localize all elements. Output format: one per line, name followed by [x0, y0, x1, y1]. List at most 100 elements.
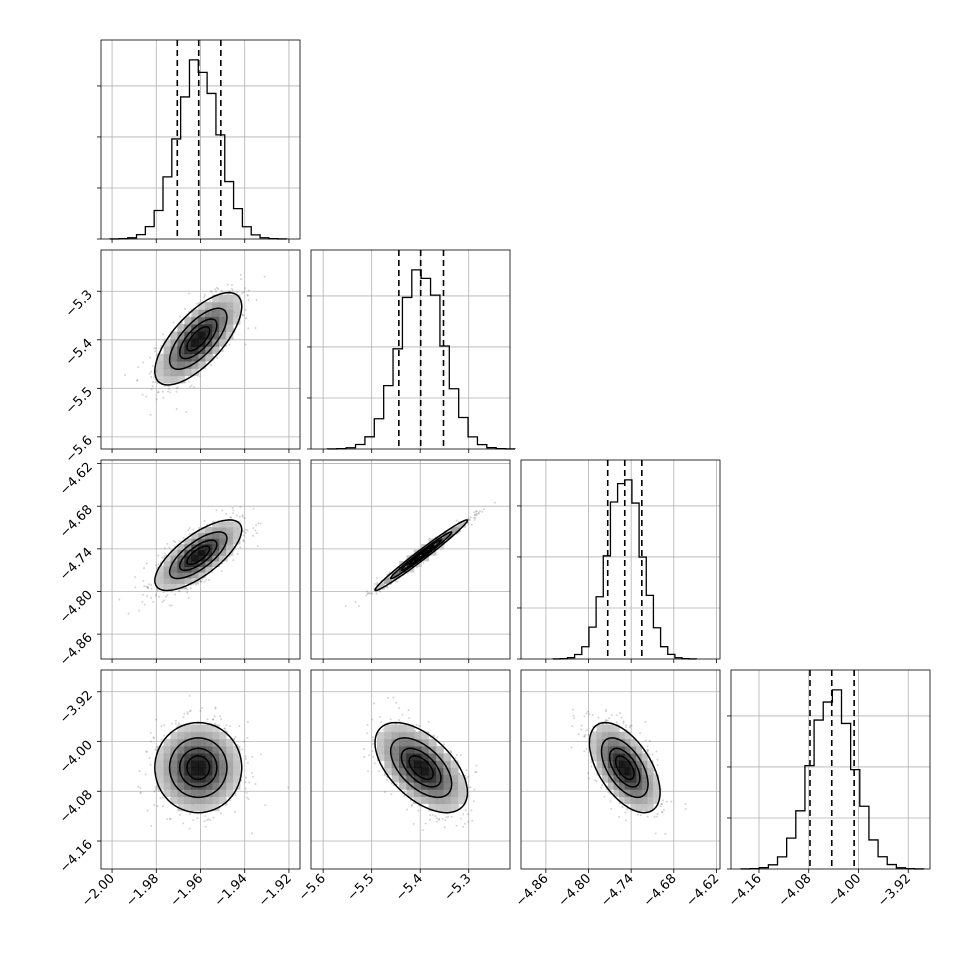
density-bin — [205, 566, 213, 573]
density-bin — [212, 560, 220, 567]
density-bin — [205, 789, 213, 797]
density-bin — [184, 538, 192, 545]
density-bin — [191, 789, 199, 797]
sample-point — [216, 356, 219, 359]
sample-point — [263, 275, 266, 278]
sample-point — [225, 724, 228, 727]
sample-point — [153, 347, 156, 350]
sample-point — [187, 597, 190, 600]
density-bin — [177, 360, 185, 369]
sample-point — [157, 563, 160, 566]
sample-point — [168, 818, 171, 821]
sample-point — [150, 370, 153, 373]
sample-point — [207, 817, 210, 820]
density-bin — [170, 796, 178, 805]
density-bin — [219, 309, 227, 318]
sample-point — [264, 804, 267, 807]
sample-point — [141, 600, 144, 603]
density-bin — [205, 353, 213, 362]
density-bin — [198, 738, 206, 747]
sample-point — [226, 283, 229, 286]
density-bin — [170, 572, 178, 579]
sample-point — [188, 827, 191, 830]
sample-point — [145, 750, 148, 753]
density-bin — [191, 532, 199, 539]
sample-point — [152, 736, 155, 739]
sample-point — [188, 292, 191, 295]
density-bin — [219, 316, 227, 325]
density-bin — [184, 360, 192, 369]
sample-point — [232, 512, 235, 515]
sample-point — [162, 805, 165, 808]
sample-point — [169, 817, 172, 820]
contour-0 — [154, 291, 243, 386]
sample-point — [450, 751, 453, 754]
sample-point — [214, 707, 217, 710]
contour-2 — [178, 747, 218, 788]
sample-point — [149, 731, 152, 734]
sample-point — [371, 750, 374, 753]
x-tick-label: −1.92 — [256, 871, 295, 910]
sample-point — [198, 579, 201, 582]
sample-point — [470, 523, 473, 526]
sample-point — [150, 584, 153, 587]
sample-point — [246, 761, 249, 764]
density-bin — [163, 346, 172, 355]
sample-point — [177, 386, 180, 389]
density-bin — [226, 331, 234, 340]
sample-point — [259, 522, 262, 525]
sample-point — [429, 813, 432, 816]
sample-point — [229, 516, 232, 519]
sample-point — [386, 586, 389, 589]
density-bin — [226, 781, 234, 790]
density-bin — [232, 532, 241, 539]
contour-0 — [374, 519, 469, 592]
contour-1 — [389, 531, 453, 580]
sample-point — [173, 593, 176, 596]
sample-point — [193, 386, 196, 389]
density-bin — [184, 746, 192, 754]
contour-2 — [178, 318, 218, 360]
density-bin — [177, 796, 185, 805]
sample-point — [144, 773, 147, 776]
sample-point — [372, 738, 375, 741]
panel-contents — [137, 694, 290, 835]
density-bin — [184, 781, 192, 790]
sample-point — [424, 822, 427, 825]
density-bin — [184, 324, 192, 332]
density-bin — [163, 767, 172, 776]
sample-point — [467, 813, 470, 816]
sample-point — [373, 702, 376, 705]
density-bin — [443, 532, 452, 539]
sample-point — [458, 773, 461, 776]
sample-point — [147, 586, 150, 589]
x-tick-label: −1.98 — [123, 871, 162, 910]
sample-point — [236, 291, 239, 294]
density-bin — [198, 316, 206, 325]
density-bin — [170, 353, 178, 362]
sample-point — [203, 820, 206, 823]
density-bin — [170, 549, 178, 556]
density-bin — [212, 796, 220, 805]
density-bin — [205, 796, 213, 805]
sample-point — [155, 593, 158, 596]
sample-point — [200, 580, 203, 583]
density-bin — [212, 549, 220, 556]
sample-point — [188, 710, 191, 713]
sample-point — [378, 770, 381, 773]
density-bin — [184, 796, 192, 805]
density-bin — [232, 316, 241, 325]
density-bin — [184, 753, 192, 761]
sample-point — [138, 770, 141, 773]
sample-point — [460, 817, 463, 820]
sample-point — [207, 579, 210, 582]
sample-point — [221, 509, 224, 512]
density-bin — [232, 760, 241, 769]
density-bin — [156, 753, 165, 761]
histogram-panel-0 — [97, 39, 301, 243]
sample-point — [433, 735, 436, 738]
sample-point — [373, 582, 376, 585]
sample-point — [455, 824, 458, 827]
sample-point — [223, 727, 226, 730]
